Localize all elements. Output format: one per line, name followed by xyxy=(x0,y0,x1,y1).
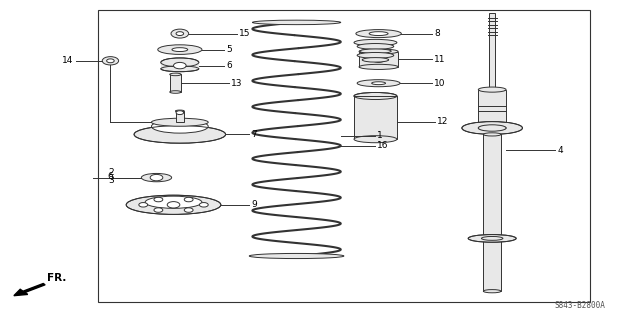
Ellipse shape xyxy=(478,125,506,131)
Text: 4: 4 xyxy=(557,146,563,155)
Circle shape xyxy=(107,59,114,63)
Text: 3: 3 xyxy=(108,176,114,185)
Ellipse shape xyxy=(478,87,506,92)
Bar xyxy=(170,74,181,92)
Text: 14: 14 xyxy=(62,56,74,65)
Ellipse shape xyxy=(481,236,503,240)
Ellipse shape xyxy=(357,44,394,49)
Ellipse shape xyxy=(172,48,188,52)
Text: 6: 6 xyxy=(108,172,114,181)
Ellipse shape xyxy=(141,173,172,182)
Ellipse shape xyxy=(161,58,199,67)
Ellipse shape xyxy=(462,122,522,134)
Bar xyxy=(98,10,590,302)
Text: S843-B2800A: S843-B2800A xyxy=(555,301,606,310)
Circle shape xyxy=(150,174,163,181)
Text: 2: 2 xyxy=(108,168,114,177)
Circle shape xyxy=(154,197,163,202)
Text: 6: 6 xyxy=(226,61,232,70)
Text: 7: 7 xyxy=(251,130,257,139)
Ellipse shape xyxy=(483,133,501,136)
Ellipse shape xyxy=(151,120,208,133)
FancyArrow shape xyxy=(14,284,45,296)
Bar xyxy=(354,96,397,139)
Circle shape xyxy=(174,62,186,69)
Ellipse shape xyxy=(161,66,199,72)
Ellipse shape xyxy=(170,91,181,93)
Ellipse shape xyxy=(252,20,341,25)
Circle shape xyxy=(154,208,163,212)
Text: 1: 1 xyxy=(377,132,383,140)
Circle shape xyxy=(102,57,119,65)
Ellipse shape xyxy=(158,45,202,54)
Circle shape xyxy=(184,208,193,212)
Bar xyxy=(478,90,506,128)
Circle shape xyxy=(199,203,208,207)
Ellipse shape xyxy=(359,49,398,54)
Ellipse shape xyxy=(369,32,388,36)
Text: 13: 13 xyxy=(231,79,242,88)
Bar xyxy=(161,62,199,69)
Circle shape xyxy=(167,202,180,208)
Text: 11: 11 xyxy=(434,55,445,64)
Circle shape xyxy=(176,32,184,36)
Text: 16: 16 xyxy=(377,141,389,150)
Text: FR.: FR. xyxy=(47,273,67,283)
Ellipse shape xyxy=(356,30,401,38)
Ellipse shape xyxy=(359,64,398,69)
Circle shape xyxy=(176,111,184,115)
Ellipse shape xyxy=(354,39,397,46)
Text: 12: 12 xyxy=(437,117,449,126)
Bar xyxy=(176,111,184,122)
Ellipse shape xyxy=(126,195,221,214)
Text: 8: 8 xyxy=(434,29,440,38)
Bar xyxy=(359,52,398,67)
Text: 15: 15 xyxy=(239,29,250,38)
Ellipse shape xyxy=(354,136,397,143)
Ellipse shape xyxy=(357,80,400,87)
Ellipse shape xyxy=(372,82,386,84)
Ellipse shape xyxy=(483,290,501,293)
Ellipse shape xyxy=(354,92,397,100)
Ellipse shape xyxy=(134,125,226,143)
Bar xyxy=(483,240,501,291)
Bar xyxy=(489,13,495,90)
Circle shape xyxy=(372,56,385,62)
Ellipse shape xyxy=(175,110,184,112)
Bar xyxy=(483,134,501,238)
Ellipse shape xyxy=(151,118,208,126)
Ellipse shape xyxy=(145,196,202,208)
Text: 10: 10 xyxy=(434,79,445,88)
Text: 5: 5 xyxy=(226,45,232,54)
Ellipse shape xyxy=(357,52,394,58)
Ellipse shape xyxy=(170,73,181,76)
Ellipse shape xyxy=(468,235,516,242)
Ellipse shape xyxy=(360,49,391,53)
Text: 9: 9 xyxy=(251,200,257,209)
Ellipse shape xyxy=(478,125,506,131)
Ellipse shape xyxy=(249,253,344,259)
Circle shape xyxy=(139,203,148,207)
Circle shape xyxy=(171,29,189,38)
Circle shape xyxy=(184,197,193,202)
Ellipse shape xyxy=(362,58,389,62)
